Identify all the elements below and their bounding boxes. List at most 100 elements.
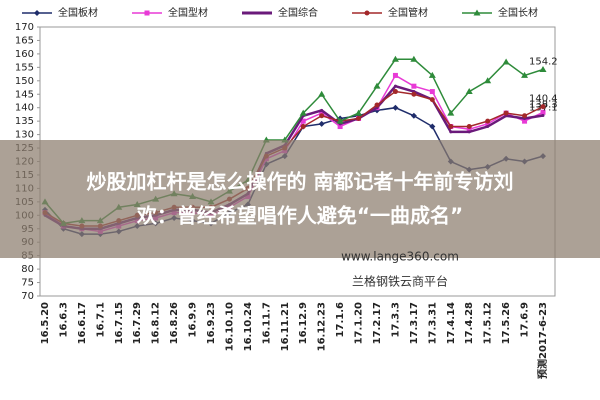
legend-label: 全国型材 <box>168 6 208 19</box>
y-tick-label: 165 <box>15 35 34 46</box>
x-tick-label: 16.7.15 <box>114 302 125 344</box>
data-point <box>356 115 362 121</box>
data-point <box>319 113 325 119</box>
data-point <box>521 71 529 78</box>
watermark-url: www.lange360.com <box>341 250 459 264</box>
x-tick-label: 17.1.6 <box>335 302 346 337</box>
data-point <box>429 97 435 103</box>
x-tick-label: 17.4.14 <box>446 302 457 344</box>
data-point <box>411 83 417 89</box>
data-point <box>393 84 397 88</box>
data-point <box>392 104 399 111</box>
data-point <box>449 130 453 134</box>
x-tick-label: 17.2.17 <box>372 302 383 344</box>
legend-label: 全国长材 <box>498 6 538 19</box>
x-tick-label: 16.12.23 <box>317 302 328 351</box>
data-point <box>485 118 491 124</box>
banner <box>0 140 600 258</box>
data-point <box>337 124 343 130</box>
x-tick-label: 16.11.21 <box>280 302 291 351</box>
data-point <box>318 90 326 97</box>
x-tick-label: 预测2017-6-23 <box>536 302 549 379</box>
x-tick-label: 17.3.31 <box>427 302 438 344</box>
data-point <box>447 109 455 116</box>
x-tick-label: 16.7.1 <box>95 302 106 337</box>
data-point <box>540 104 546 110</box>
legend-marker <box>473 9 481 16</box>
x-tick-label: 16.9.23 <box>206 302 217 344</box>
data-point <box>428 71 436 78</box>
data-point <box>503 110 509 116</box>
data-point <box>410 112 417 119</box>
x-tick-label: 16.9.9 <box>188 302 199 337</box>
legend-label: 全国综合 <box>278 6 318 19</box>
data-point <box>373 82 381 89</box>
x-tick-label: 16.8.26 <box>169 302 180 344</box>
x-tick-label: 16.7.29 <box>132 302 143 344</box>
data-point <box>539 66 547 73</box>
legend-marker <box>34 10 40 16</box>
data-point <box>300 124 306 130</box>
data-point <box>319 110 325 116</box>
data-point <box>391 55 399 62</box>
data-point <box>466 124 472 130</box>
headline: 欢：曾经希望唱作人避免“一曲成名” <box>136 204 463 228</box>
x-tick-label: 16.10.24 <box>243 302 254 351</box>
data-point <box>299 109 307 116</box>
y-tick-label: 75 <box>21 278 34 289</box>
data-point <box>318 120 325 127</box>
data-point <box>410 55 418 62</box>
data-point <box>484 77 492 84</box>
data-point <box>522 113 528 119</box>
x-tick-label: 16.11.7 <box>261 302 272 344</box>
x-tick-label: 17.3.3 <box>390 302 401 337</box>
data-point <box>467 130 471 134</box>
legend-label: 全国板材 <box>58 6 98 19</box>
x-tick-label: 17.5.12 <box>483 302 494 344</box>
y-tick-label: 135 <box>15 116 34 127</box>
data-point <box>486 125 490 129</box>
data-point <box>429 89 435 95</box>
data-point <box>336 117 344 124</box>
y-tick-label: 150 <box>15 76 34 87</box>
y-tick-label: 140 <box>15 103 34 114</box>
data-point <box>540 109 546 115</box>
data-point <box>411 91 417 97</box>
legend-marker <box>144 10 150 16</box>
data-point <box>392 72 398 78</box>
data-point <box>300 118 306 124</box>
data-point <box>466 126 472 132</box>
data-point <box>320 108 324 112</box>
legend-label: 全国管材 <box>388 6 428 19</box>
y-tick-label: 160 <box>15 49 34 60</box>
data-point <box>448 124 454 130</box>
x-tick-label: 17.3.17 <box>409 302 420 344</box>
x-tick-label: 16.5.20 <box>40 302 51 344</box>
end-label: 154.2 <box>529 57 558 68</box>
data-point <box>392 89 398 95</box>
data-point <box>485 121 491 127</box>
y-tick-label: 70 <box>21 291 34 302</box>
x-tick-label: 16.12.9 <box>298 302 309 344</box>
y-tick-label: 130 <box>15 130 34 141</box>
x-tick-label: 16.8.12 <box>151 302 162 344</box>
data-point <box>502 58 510 65</box>
x-tick-label: 17.4.28 <box>464 302 475 344</box>
end-label: 140.4 <box>529 94 558 105</box>
data-point <box>429 123 436 130</box>
y-tick-label: 80 <box>21 264 34 275</box>
x-tick-label: 17.5.26 <box>501 302 512 344</box>
watermark-brand: 兰格钢铁云商平台 <box>352 274 448 289</box>
legend-marker <box>364 10 370 16</box>
data-point <box>374 102 380 108</box>
data-point <box>465 88 473 95</box>
y-tick-label: 155 <box>15 62 34 73</box>
data-point <box>522 118 528 124</box>
x-tick-label: 17.6.9 <box>520 302 531 337</box>
x-tick-label: 16.10.10 <box>224 302 235 351</box>
data-point <box>541 114 545 118</box>
data-point <box>355 109 363 116</box>
x-tick-label: 16.6.17 <box>77 302 88 344</box>
headline: 炒股加杠杆是怎么操作的 南都记者十年前专访刘 <box>87 170 514 194</box>
